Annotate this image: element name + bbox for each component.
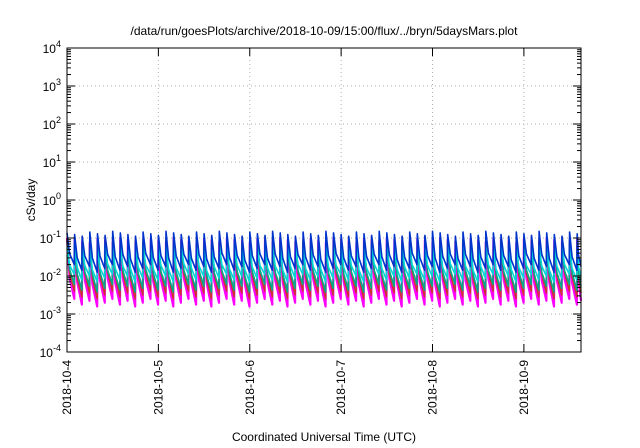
y-tick-exponent: 1 <box>56 153 61 163</box>
series-lines <box>65 230 583 308</box>
x-tick-label: 2018-10-7 <box>334 360 348 415</box>
y-tick-label: 10-4 <box>40 343 61 360</box>
x-axis-label: Coordinated Universal Time (UTC) <box>232 430 416 444</box>
y-tick-exponent: 4 <box>56 39 61 49</box>
y-tick-label: 104 <box>43 39 61 56</box>
y-tick-label: 103 <box>43 77 61 94</box>
y-tick-exponent: 3 <box>56 77 61 87</box>
y-tick-label: 101 <box>43 153 61 170</box>
y-tick-exponent: 0 <box>56 191 61 201</box>
y-tick-exponent: -1 <box>53 229 61 239</box>
x-axis: 2018-10-4 2018-10-5 2018-10-6 2018-10-7 2018… <box>60 48 531 415</box>
y-tick-exponent: -3 <box>53 305 61 315</box>
y-tick-exponent: 2 <box>56 115 61 125</box>
chart-title: /data/run/goesPlots/archive/2018-10-09/1… <box>131 24 519 38</box>
y-tick-label: 102 <box>43 115 61 132</box>
x-tick-label: 2018-10-4 <box>60 360 74 415</box>
y-tick-label: 10-1 <box>40 229 61 246</box>
x-tick-label: 2018-10-9 <box>517 360 531 415</box>
x-tick-label: 2018-10-8 <box>426 360 440 415</box>
y-tick-exponent: -4 <box>53 343 61 353</box>
y-tick-label: 100 <box>43 191 61 208</box>
y-tick-label: 10-2 <box>40 267 61 284</box>
y-tick-label: 10-3 <box>40 305 61 322</box>
y-tick-exponent: -2 <box>53 267 61 277</box>
y-axis-label: cSv/day <box>24 179 38 222</box>
series-line <box>66 230 582 273</box>
x-tick-label: 2018-10-6 <box>243 360 257 415</box>
x-tick-label: 2018-10-5 <box>151 360 165 415</box>
